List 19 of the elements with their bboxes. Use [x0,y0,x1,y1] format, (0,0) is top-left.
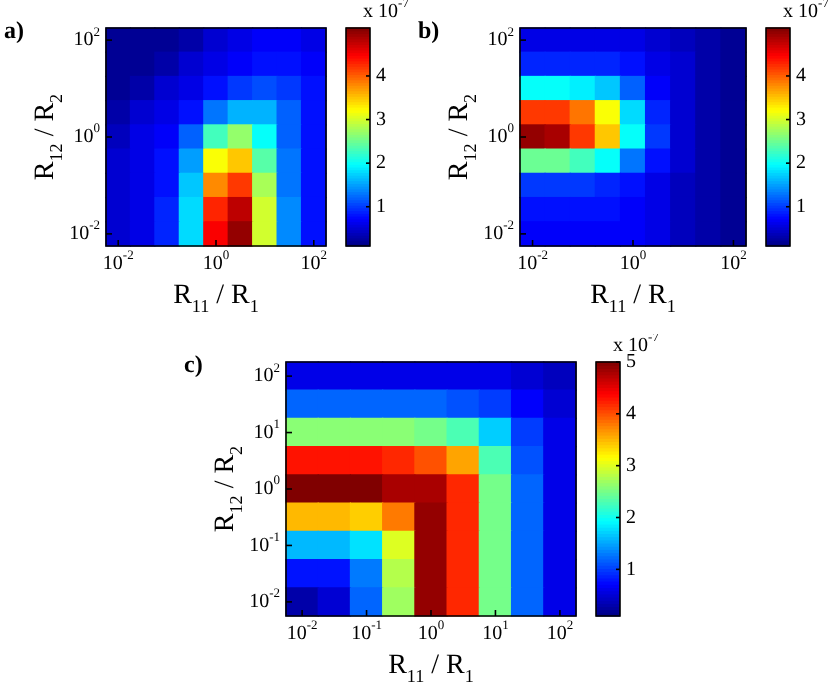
color-bar-label: 3 [626,454,636,477]
color-bar-label: 4 [796,65,806,88]
color-bar-label: 4 [626,403,636,426]
chart-title: b) [418,16,440,45]
color-bar-label: 5 [626,351,636,374]
color-bar-label: 1 [626,558,636,581]
color-bar-label: 1 [796,196,806,219]
color-bar-label: 3 [796,108,806,131]
color-bar-label: 2 [376,152,386,175]
color-bar-label: 2 [796,152,806,175]
y-axis-title: R12 / R2 [445,92,480,181]
y-axis-title: R12 / R2 [211,444,246,533]
y-axis-title: R12 / R2 [31,92,66,181]
chart-title: a) [4,16,24,45]
color-bar-label: 4 [376,65,386,88]
color-bar-label: 2 [626,506,636,529]
chart-title: c) [184,350,203,379]
color-bar-label: 1 [376,196,386,219]
color-bar-label: 3 [376,108,386,131]
